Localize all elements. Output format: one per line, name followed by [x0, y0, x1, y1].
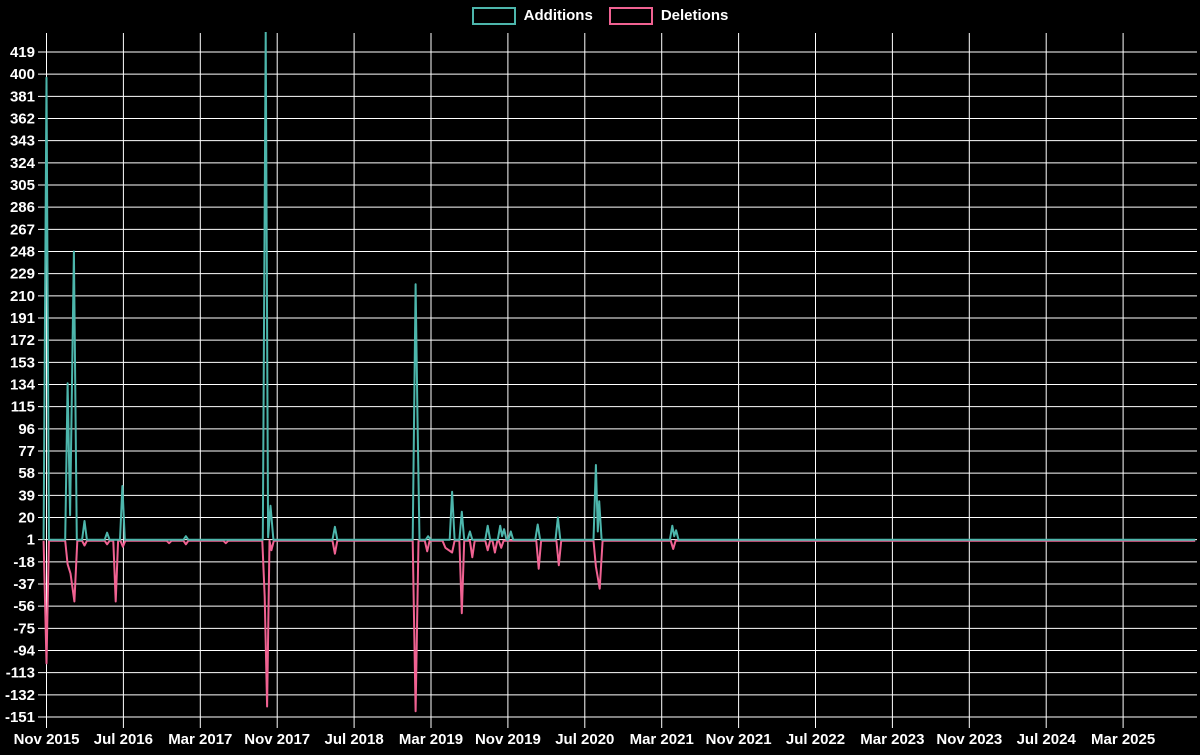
legend-item-deletions[interactable]: Deletions	[608, 7, 729, 25]
svg-text:419: 419	[10, 44, 35, 61]
svg-text:96: 96	[18, 421, 35, 438]
svg-text:-94: -94	[13, 643, 35, 660]
svg-text:20: 20	[18, 510, 35, 527]
svg-text:-37: -37	[13, 576, 35, 593]
svg-text:Mar 2023: Mar 2023	[860, 731, 924, 748]
svg-text:324: 324	[10, 155, 36, 172]
svg-text:134: 134	[10, 377, 36, 394]
svg-text:343: 343	[10, 133, 35, 150]
legend-item-additions[interactable]: Additions	[471, 7, 593, 25]
svg-text:Nov 2021: Nov 2021	[706, 731, 772, 748]
svg-text:Jul 2024: Jul 2024	[1017, 731, 1077, 748]
svg-text:Jul 2020: Jul 2020	[555, 731, 614, 748]
chart-legend: Additions Deletions	[0, 7, 1200, 25]
svg-text:229: 229	[10, 266, 35, 283]
svg-text:58: 58	[18, 465, 35, 482]
svg-text:77: 77	[18, 443, 35, 460]
series-line-deletions	[42, 539, 1196, 713]
svg-text:172: 172	[10, 332, 35, 349]
svg-text:Nov 2019: Nov 2019	[475, 731, 541, 748]
svg-text:362: 362	[10, 111, 35, 128]
svg-text:-56: -56	[13, 598, 35, 615]
axis-tick-labels: 419 400 381 362 343 324 305 286 267 248 229 210 191 1…	[5, 44, 1155, 748]
svg-text:191: 191	[10, 310, 35, 327]
svg-text:Nov 2017: Nov 2017	[244, 731, 310, 748]
svg-text:-113: -113	[6, 665, 35, 682]
svg-text:Mar 2017: Mar 2017	[168, 731, 232, 748]
svg-text:400: 400	[10, 66, 35, 83]
svg-text:Mar 2021: Mar 2021	[630, 731, 694, 748]
svg-text:-75: -75	[13, 620, 35, 637]
series-line-additions	[42, 32, 1196, 541]
svg-text:115: 115	[11, 399, 35, 416]
svg-text:Nov 2023: Nov 2023	[936, 731, 1002, 748]
svg-text:267: 267	[10, 221, 35, 238]
svg-text:Jul 2016: Jul 2016	[94, 731, 153, 748]
svg-text:Nov 2015: Nov 2015	[14, 731, 80, 748]
svg-text:286: 286	[10, 199, 35, 216]
svg-text:39: 39	[18, 487, 35, 504]
svg-text:Jul 2018: Jul 2018	[324, 731, 383, 748]
svg-text:Mar 2019: Mar 2019	[399, 731, 463, 748]
svg-text:-132: -132	[5, 687, 35, 704]
svg-text:Jul 2022: Jul 2022	[786, 731, 845, 748]
svg-text:153: 153	[10, 354, 35, 371]
svg-text:-18: -18	[13, 554, 35, 571]
deletions-swatch-icon	[608, 7, 653, 25]
legend-label-deletions: Deletions	[660, 7, 729, 24]
svg-text:Mar 2025: Mar 2025	[1091, 731, 1155, 748]
svg-text:248: 248	[10, 244, 35, 261]
additions-swatch-icon	[471, 7, 516, 25]
legend-label-additions: Additions	[523, 7, 593, 24]
svg-text:381: 381	[10, 88, 35, 105]
svg-text:1: 1	[27, 532, 35, 549]
svg-text:-151: -151	[5, 709, 35, 726]
svg-text:210: 210	[10, 288, 35, 305]
svg-text:305: 305	[10, 177, 35, 194]
